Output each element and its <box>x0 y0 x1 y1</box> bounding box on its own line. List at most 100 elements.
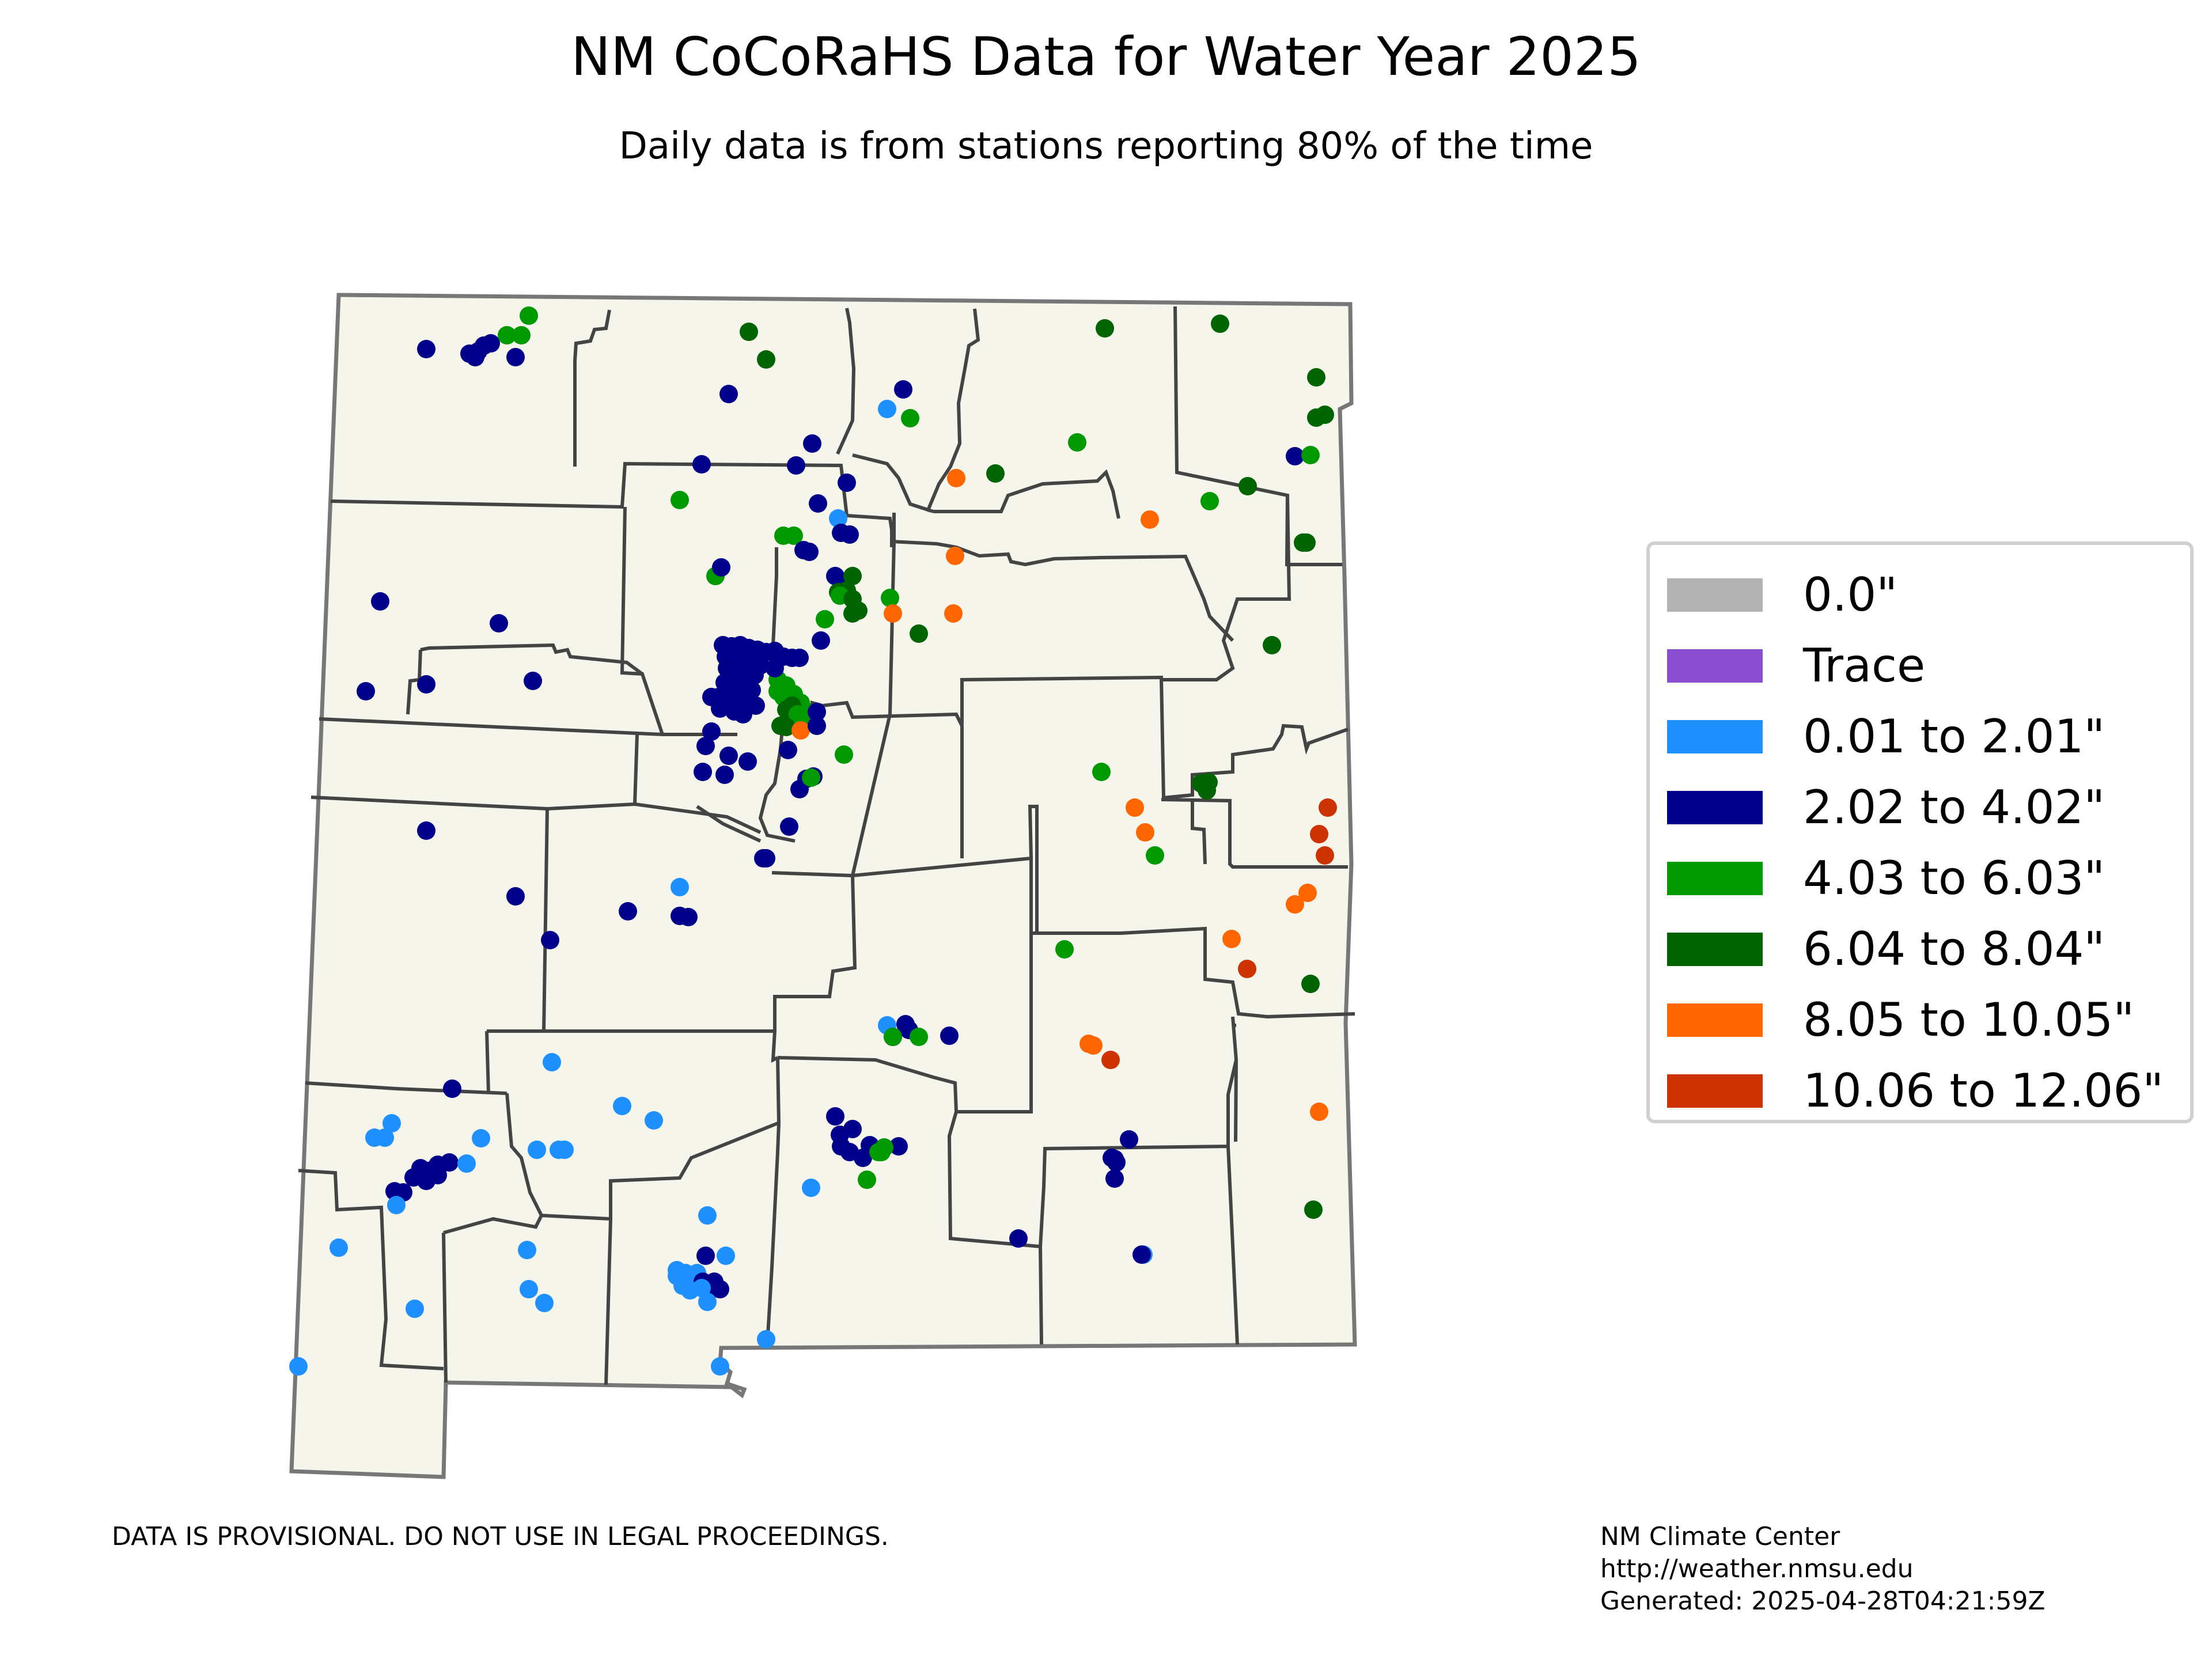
station-marker <box>417 821 435 840</box>
station-marker <box>1092 763 1111 781</box>
station-marker <box>872 1143 891 1161</box>
station-marker <box>717 1247 735 1265</box>
station-marker <box>719 747 738 765</box>
station-marker <box>910 1028 928 1046</box>
station-marker <box>671 491 689 509</box>
station-marker <box>702 688 721 706</box>
station-marker <box>645 1111 663 1130</box>
station-marker <box>944 604 963 623</box>
legend-label: 8.05 to 10.05" <box>1803 993 2135 1047</box>
station-marker <box>889 1137 908 1156</box>
map-subtitle: Daily data is from stations reporting 80… <box>619 125 1593 168</box>
station-marker <box>376 1128 394 1147</box>
station-marker <box>535 1294 554 1312</box>
station-marker <box>1319 798 1337 817</box>
station-marker <box>803 434 821 453</box>
station-marker <box>791 721 810 740</box>
station-marker <box>417 340 435 358</box>
station-marker <box>854 1149 872 1167</box>
credits: NM Climate Center http://weather.nmsu.ed… <box>1600 1521 2046 1618</box>
station-marker <box>1301 446 1320 464</box>
station-marker <box>1120 1130 1138 1149</box>
station-marker <box>843 567 862 585</box>
station-marker <box>1222 930 1241 948</box>
station-marker <box>878 400 896 418</box>
station-marker <box>1009 1229 1028 1248</box>
station-marker <box>1304 1200 1323 1219</box>
station-marker <box>1316 846 1334 865</box>
station-marker <box>1238 477 1257 495</box>
station-marker <box>734 705 752 724</box>
station-marker <box>694 763 712 781</box>
station-marker <box>440 1153 459 1172</box>
station-marker <box>329 1238 348 1257</box>
station-marker <box>357 682 375 700</box>
station-marker <box>1211 315 1229 333</box>
station-marker <box>757 350 775 369</box>
station-marker <box>1141 510 1159 529</box>
station-marker <box>1105 1169 1124 1188</box>
station-marker <box>894 380 912 399</box>
station-marker <box>387 1196 406 1214</box>
station-marker <box>541 931 559 949</box>
station-marker <box>785 527 803 545</box>
station-marker <box>790 649 809 667</box>
legend-label: 0.01 to 2.01" <box>1803 710 2105 763</box>
station-marker <box>1084 1036 1103 1055</box>
county-boundaries <box>298 306 1355 1385</box>
station-marker <box>835 745 853 764</box>
station-marker <box>777 718 796 736</box>
legend-swatch <box>1667 1003 1763 1037</box>
station-marker <box>698 1206 717 1225</box>
legend-item: Trace <box>1667 634 1925 698</box>
station-marker <box>1198 781 1216 800</box>
station-marker <box>482 334 500 353</box>
station-marker <box>843 1120 862 1138</box>
station-marker <box>1200 492 1219 510</box>
legend-swatch <box>1667 649 1763 683</box>
station-markers <box>289 306 1337 1376</box>
station-marker <box>702 722 721 741</box>
station-marker <box>417 675 435 694</box>
station-marker <box>512 326 531 344</box>
station-marker <box>910 624 928 643</box>
legend-label: 4.03 to 6.03" <box>1803 851 2105 905</box>
station-marker <box>1316 406 1334 424</box>
station-marker <box>671 878 689 896</box>
station-marker <box>406 1300 424 1318</box>
station-marker <box>613 1097 631 1115</box>
station-marker <box>518 1241 536 1259</box>
station-marker <box>766 659 784 677</box>
station-marker <box>812 631 830 650</box>
station-marker <box>901 409 919 427</box>
legend-label: 0.0" <box>1803 568 1898 622</box>
station-marker <box>668 1267 686 1285</box>
station-marker <box>371 592 389 611</box>
station-marker <box>780 817 798 836</box>
legend-item: 6.04 to 8.04" <box>1667 918 2105 981</box>
credits-generated: Generated: 2025-04-28T04:21:59Z <box>1600 1586 2046 1616</box>
station-marker <box>1307 368 1325 387</box>
station-marker <box>838 474 856 492</box>
credits-org: NM Climate Center <box>1600 1522 1840 1551</box>
station-marker <box>986 464 1005 483</box>
station-marker <box>787 456 805 475</box>
station-marker <box>881 589 899 607</box>
legend-label: 2.02 to 4.02" <box>1803 781 2105 834</box>
station-marker <box>757 1330 775 1349</box>
station-marker <box>692 1279 711 1297</box>
station-marker <box>696 737 715 755</box>
station-marker <box>506 348 525 366</box>
station-marker <box>1301 975 1320 993</box>
legend-item: 2.02 to 4.02" <box>1667 776 2105 839</box>
station-marker <box>524 672 542 690</box>
station-marker <box>1146 846 1164 865</box>
station-marker <box>498 326 516 344</box>
station-marker <box>543 1053 561 1071</box>
station-marker <box>679 908 698 926</box>
station-marker <box>443 1080 461 1098</box>
station-marker <box>490 614 508 632</box>
station-marker <box>1298 884 1317 902</box>
station-marker <box>947 469 965 487</box>
